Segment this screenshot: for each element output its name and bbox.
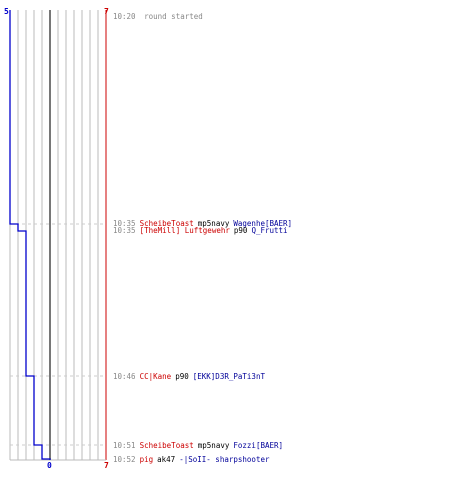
event-guide-lines: [10, 223, 106, 446]
event-log: 10:20 round started 10:35 ScheibeToast mp5…: [113, 12, 292, 464]
blue-end-score: 0: [47, 461, 52, 470]
event-message: round started: [144, 12, 203, 21]
blue-alive-line: [9, 10, 51, 460]
victim-name: Q_Frutti: [251, 226, 287, 235]
victim-name: Fozzi[BAER]: [233, 441, 283, 450]
event-time: 10:20: [113, 12, 136, 21]
blue-start-score: 5: [4, 7, 9, 16]
event-time: 10:35: [113, 219, 136, 228]
victim-name: [EKK]D3R_PaTi3nT: [193, 372, 266, 381]
red-end-score: 7: [104, 461, 109, 470]
round-start-entry: 10:20 round started: [113, 12, 203, 21]
event-time: 10:46: [113, 372, 136, 381]
weapon-name: ak47: [157, 455, 175, 464]
killer-name: CC|Kane: [140, 372, 172, 381]
kill-entry: 10:35 [TheMill] Luftgewehr p90 Q_Frutti: [113, 226, 288, 235]
red-start-score: 7: [104, 7, 109, 16]
victim-name: Wagenhe[BAER]: [233, 219, 292, 228]
score-labels: 5 7 0 7: [4, 7, 109, 470]
event-time: 10:51: [113, 441, 136, 450]
weapon-name: p90: [234, 226, 248, 235]
alive-count-lines: [9, 10, 51, 460]
kill-entry: 10:35 ScheibeToast mp5navy Wagenhe[BAER]: [113, 219, 292, 228]
weapon-name: p90: [175, 372, 189, 381]
victim-name: -|SoII- sharpshooter: [179, 455, 270, 464]
kill-entry: 10:52 pig ak47 -|SoII- sharpshooter: [113, 455, 270, 464]
weapon-name: mp5navy: [198, 219, 230, 228]
killer-name: [TheMill] Luftgewehr: [140, 226, 231, 235]
player-grid: [9, 10, 107, 461]
kill-entry: 10:51 ScheibeToast mp5navy Fozzi[BAER]: [113, 441, 283, 450]
event-time: 10:35: [113, 226, 136, 235]
killer-name: ScheibeToast: [140, 441, 194, 450]
killer-name: pig: [140, 455, 154, 464]
killer-name: ScheibeToast: [140, 219, 194, 228]
event-time: 10:52: [113, 455, 136, 464]
kill-entry: 10:46 CC|Kane p90 [EKK]D3R_PaTi3nT: [113, 372, 265, 381]
weapon-name: mp5navy: [198, 441, 230, 450]
